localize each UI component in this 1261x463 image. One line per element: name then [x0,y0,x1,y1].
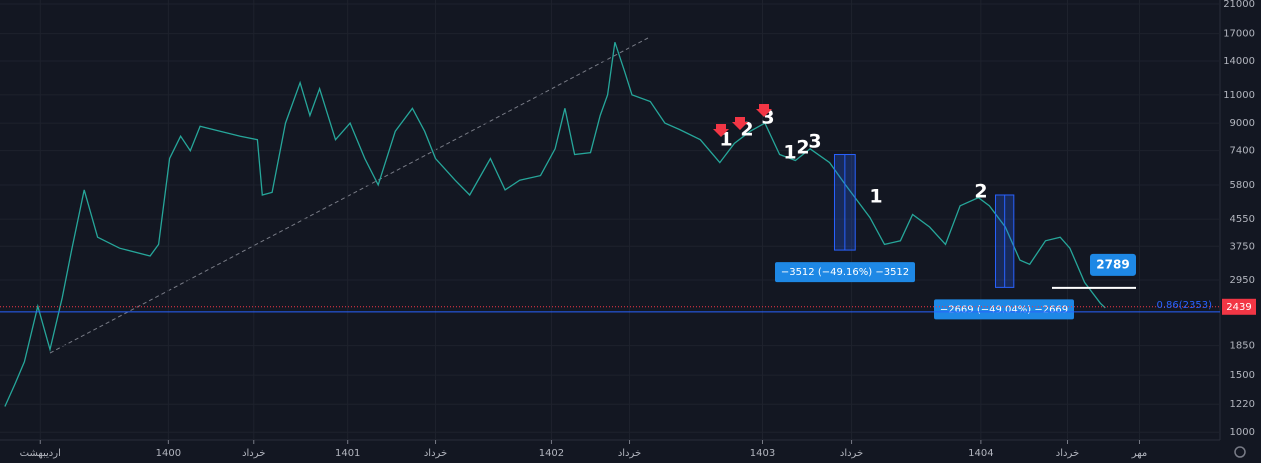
y-tick-label: 14000 [1223,56,1255,67]
x-tick-label: 1401 [335,448,360,459]
x-tick-label: مهر [1131,448,1147,459]
y-tick-label: 5800 [1230,180,1255,191]
settings-icon[interactable] [1234,446,1246,458]
last-price-tag [1222,298,1256,315]
y-tick-label: 1500 [1230,370,1255,381]
y-tick-label: 11000 [1223,90,1255,101]
target-tag [1090,253,1136,276]
fib-label: 0.86(2353) [1156,300,1212,311]
y-tick-label: 1220 [1230,399,1255,410]
y-tick-label: 7400 [1230,146,1255,157]
x-tick-label: 1402 [539,448,564,459]
trend-line [49,37,649,354]
measure-label: −2669 (−49.04%) −2669 [940,304,1068,315]
y-tick-label: 17000 [1223,29,1255,40]
signal-arrow [756,104,772,117]
signal-arrow [732,117,748,130]
wave-label: 2 [974,181,987,203]
y-tick-label: 4550 [1230,214,1255,225]
x-tick-label: خرداد [618,448,641,459]
wave-label: 2 [796,137,809,159]
wave-label: 3 [808,131,821,153]
x-tick-label: خرداد [424,448,447,459]
measure-label: −3512 (−49.16%) −3512 [781,267,909,278]
target-label: 2789 [1096,257,1129,271]
x-tick-label: 1400 [156,448,181,459]
x-tick-label: خرداد [242,448,265,459]
y-tick-label: 1000 [1230,427,1255,438]
y-tick-label: 9000 [1230,118,1255,129]
x-tick-label: خرداد [840,448,863,459]
y-tick-label: 2950 [1230,275,1255,286]
y-tick-label: 21000 [1223,0,1255,10]
measure-label-bg [775,262,915,283]
last-price-label: 2439 [1226,302,1251,313]
x-tick-label: 1404 [968,448,993,459]
signal-arrow [713,124,729,137]
x-tick-label: اردیبهشت [20,448,61,459]
x-tick-label: 1403 [750,448,775,459]
wave-label: 1 [783,142,796,164]
wave-label: 1 [869,186,882,208]
price-line [4,41,1106,407]
y-tick-label: 3750 [1230,241,1255,252]
y-tick-label: 1850 [1230,341,1255,352]
x-tick-label: خرداد [1056,448,1079,459]
measure-label-bg [934,299,1074,320]
